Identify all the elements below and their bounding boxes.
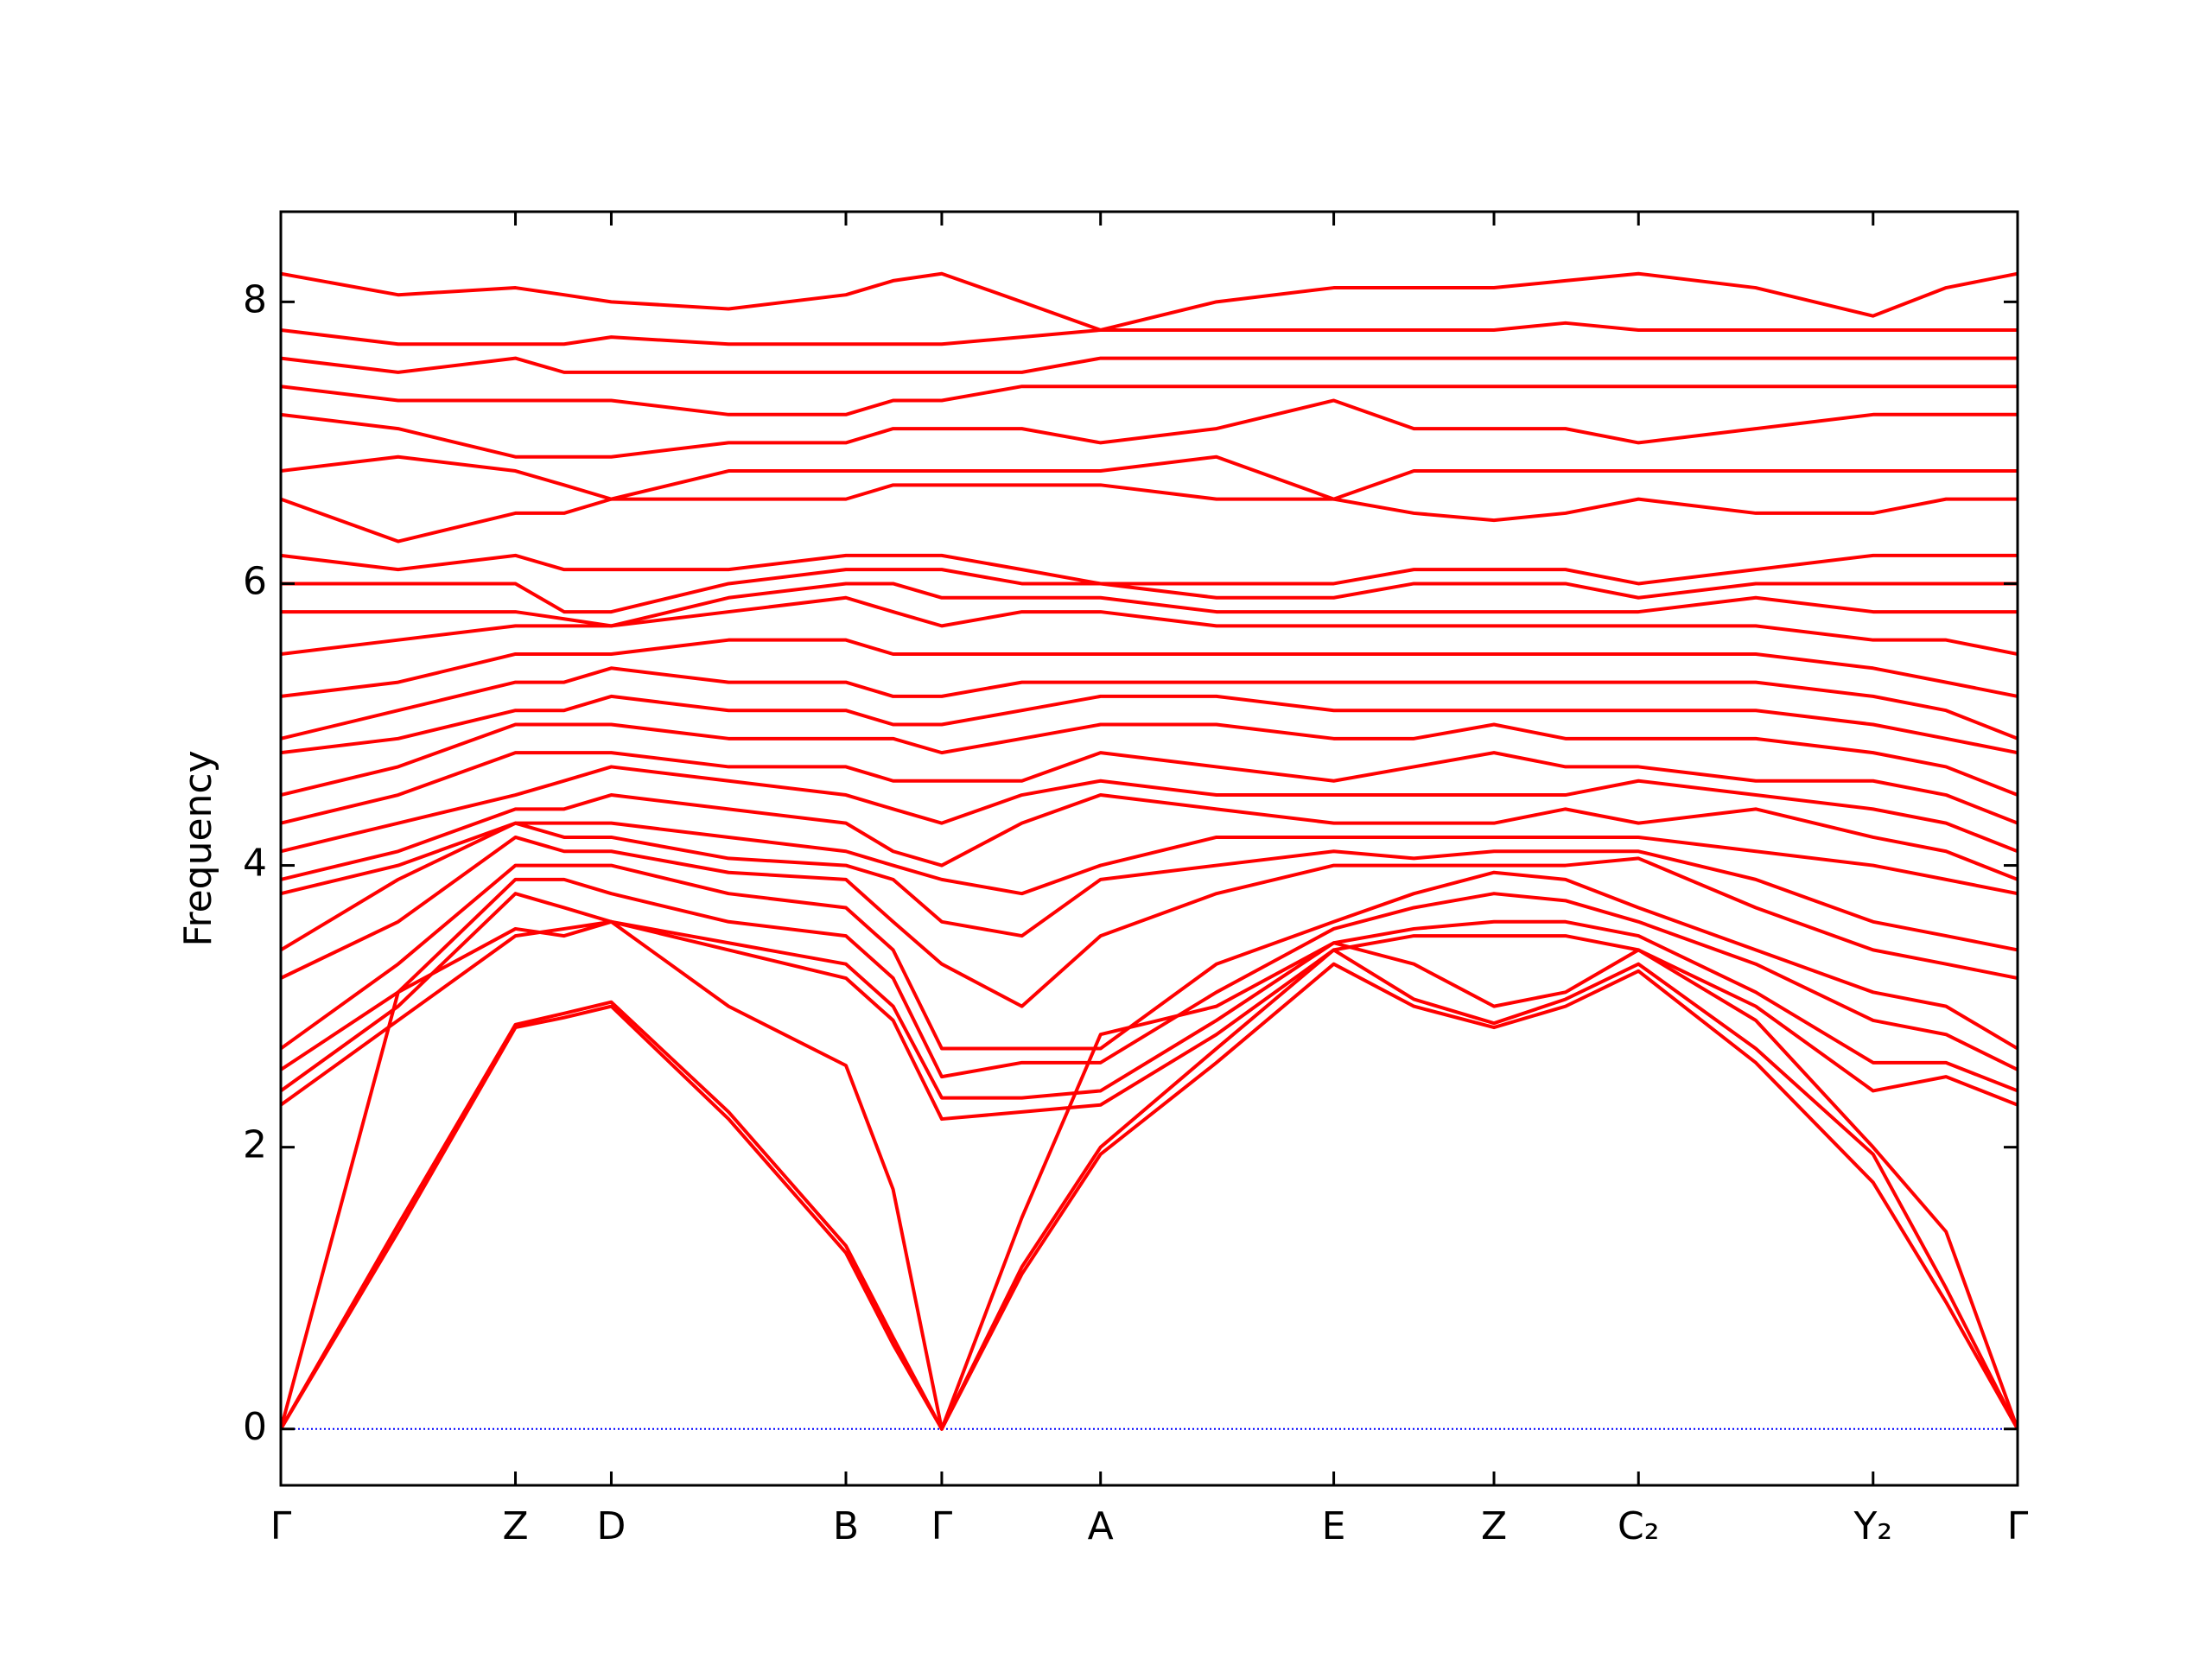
band-line	[281, 919, 2018, 1431]
band-line	[281, 582, 2018, 628]
y-tick-label: 2	[243, 1123, 267, 1167]
x-tick-label: B	[833, 1504, 859, 1548]
band-line	[281, 454, 2018, 501]
band-line	[281, 751, 2018, 825]
band-line	[281, 892, 2018, 1100]
band-line	[281, 877, 2018, 1079]
band-line	[281, 694, 2018, 755]
y-tick-label: 8	[243, 277, 267, 321]
band-line	[281, 666, 2018, 741]
band-line	[281, 835, 2018, 1008]
band-line	[281, 568, 2018, 614]
x-tick-label: D	[597, 1504, 626, 1548]
band-line	[281, 398, 2018, 459]
y-tick-label: 0	[243, 1405, 267, 1449]
x-tick-label: Y₂	[1853, 1504, 1893, 1548]
x-tick-label: C₂	[1618, 1504, 1659, 1548]
x-tick-label: Γ	[2007, 1504, 2029, 1548]
y-axis-label: Frequency	[176, 750, 220, 946]
plot-frame	[279, 210, 2019, 1487]
band-line	[281, 483, 2018, 543]
band-line	[281, 821, 2018, 952]
band-line	[281, 385, 2018, 416]
band-line	[281, 765, 2018, 854]
band-line	[281, 948, 2018, 1431]
band-line	[281, 962, 2018, 1431]
plot-area	[281, 271, 2018, 1431]
band-line	[281, 821, 2018, 896]
band-line	[281, 793, 2018, 881]
band-line	[281, 271, 2018, 332]
x-tick-label: Z	[502, 1504, 528, 1548]
y-tick-label: 6	[243, 559, 267, 603]
x-tick-label: Γ	[931, 1504, 953, 1548]
band-line	[281, 863, 2018, 1051]
y-tick-label: 4	[243, 842, 267, 886]
x-tick-label: A	[1088, 1504, 1114, 1548]
band-line	[281, 321, 2018, 346]
band-line	[281, 595, 2018, 656]
x-tick-label: Γ	[270, 1504, 292, 1548]
band-line	[281, 356, 2018, 374]
band-line	[281, 638, 2018, 698]
band-line	[281, 553, 2018, 586]
band-line	[281, 722, 2018, 797]
x-tick-label: E	[1322, 1504, 1346, 1548]
x-tick-label: Z	[1481, 1504, 1507, 1548]
band-line	[281, 919, 2018, 1122]
